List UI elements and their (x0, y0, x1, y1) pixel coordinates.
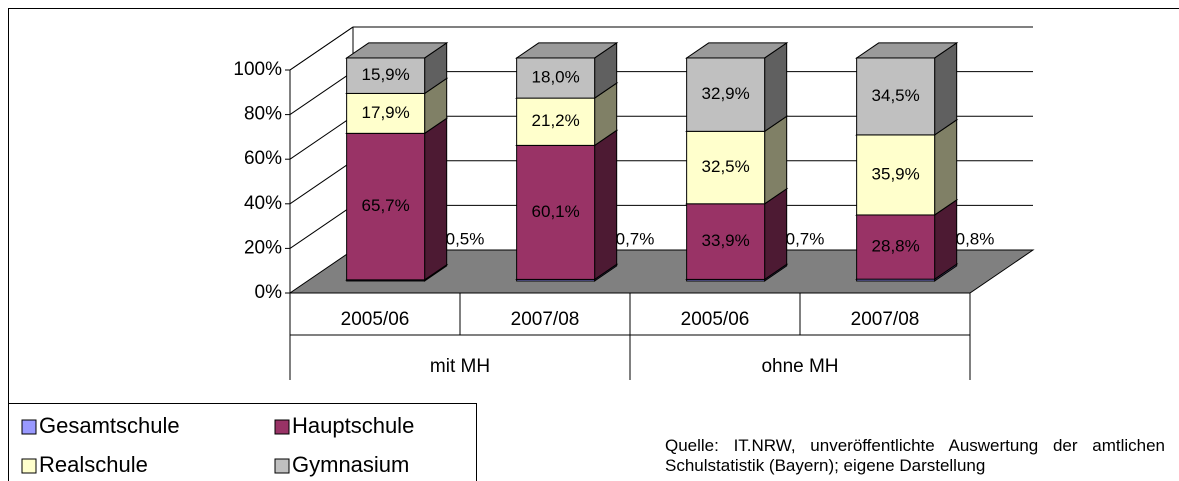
x-tick-label: 2007/08 (511, 309, 580, 330)
bar-side (764, 187, 788, 281)
data-label: 21,2% (532, 111, 580, 130)
x-group-label: ohne MH (761, 356, 838, 377)
legend-swatch (21, 458, 37, 474)
bar (346, 132, 426, 281)
data-label: 34,5% (872, 86, 920, 105)
side-wall-top (289, 26, 354, 71)
data-label: 15,9% (362, 65, 410, 84)
x-group-label: mit MH (430, 356, 490, 377)
bar (856, 57, 936, 136)
bar (516, 144, 596, 280)
bar (346, 92, 426, 134)
y-tick-label: 80% (244, 104, 282, 125)
bar-side (934, 41, 958, 136)
bar (516, 57, 596, 99)
data-label: 32,9% (702, 84, 750, 103)
x-tick-label: 2005/06 (341, 309, 410, 330)
legend-swatch (274, 419, 290, 435)
x-tick-label: 2007/08 (851, 309, 920, 330)
grid-line-side (289, 115, 354, 160)
data-label: 0,5% (446, 229, 485, 248)
x-tick-label: 2005/06 (681, 309, 750, 330)
source-note: Quelle: IT.NRW, unveröffentlichte Auswer… (665, 436, 1165, 475)
data-label: 18,0% (532, 68, 580, 87)
data-label: 0,7% (616, 229, 655, 248)
grid-line-side (289, 71, 354, 116)
legend-swatch (274, 458, 290, 474)
legend-box (8, 403, 477, 481)
y-tick-label: 0% (255, 282, 283, 303)
legend-swatch (21, 419, 37, 435)
bar (686, 57, 766, 132)
data-label: 35,9% (872, 164, 920, 183)
data-label: 32,5% (702, 157, 750, 176)
bar (856, 134, 936, 216)
grid-line-side (289, 160, 354, 205)
bar (686, 203, 766, 280)
data-label: 0,7% (786, 229, 825, 248)
data-label: 60,1% (532, 202, 580, 221)
bar-side (424, 117, 448, 281)
legend-label: Hauptschule (292, 413, 414, 438)
grid-line-side (289, 204, 354, 249)
bar-side (594, 129, 618, 281)
data-label: 28,8% (872, 237, 920, 256)
chart-border (8, 8, 1179, 481)
data-label: 33,9% (702, 231, 750, 250)
data-label: 65,7% (362, 196, 410, 215)
y-tick-label: 20% (244, 237, 282, 258)
y-tick-label: 60% (244, 148, 282, 169)
bar-side (934, 118, 958, 216)
bar (856, 214, 936, 280)
legend-label: Gesamtschule (39, 413, 180, 438)
data-label: 17,9% (362, 103, 410, 122)
y-tick-label: 100% (233, 59, 282, 80)
bar (346, 57, 426, 94)
y-tick-label: 40% (244, 193, 282, 214)
bar (686, 130, 766, 205)
legend-label: Gymnasium (292, 452, 409, 477)
legend-label: Realschule (39, 452, 148, 477)
data-label: 0,8% (956, 229, 995, 248)
